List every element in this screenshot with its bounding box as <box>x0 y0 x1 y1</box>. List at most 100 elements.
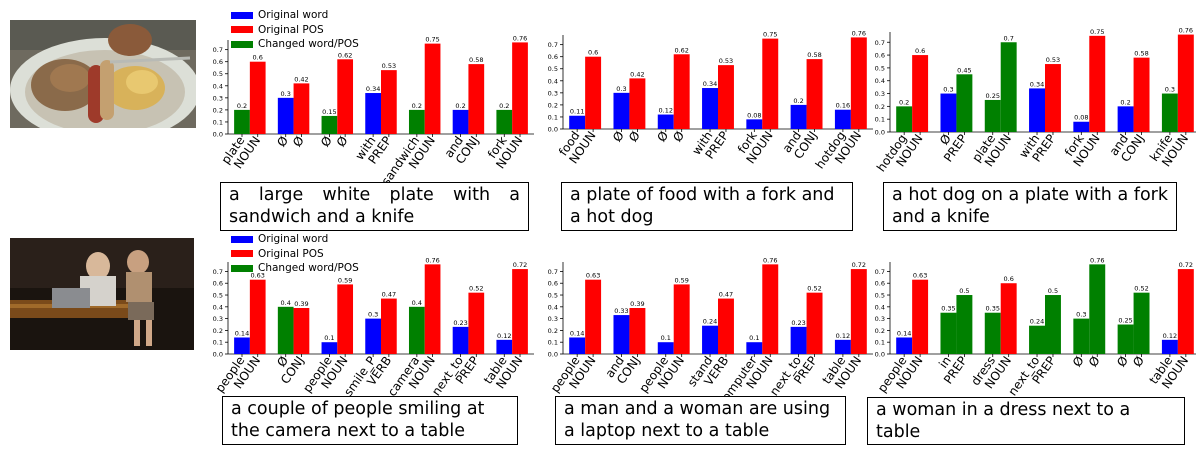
bar-word <box>702 88 718 129</box>
y-tick-label: 0.1 <box>213 339 223 347</box>
bar-pos <box>762 38 779 129</box>
y-tick-label: 0.7 <box>875 268 885 276</box>
data-label: 0.72 <box>1179 261 1193 269</box>
data-label: 0.6 <box>253 54 263 62</box>
y-tick-label: 0.1 <box>213 118 223 126</box>
bar-pos <box>912 279 929 354</box>
legend-item-original-word: Original word <box>231 232 359 247</box>
y-tick-label: 0.2 <box>548 101 558 109</box>
y-tick-label: 0.6 <box>875 280 885 288</box>
bar-word <box>365 318 381 354</box>
bar-word <box>408 109 425 134</box>
y-tick-label: 0.3 <box>213 94 223 102</box>
data-label: 0.2 <box>499 102 509 110</box>
bar-word <box>234 337 250 354</box>
y-tick-label: 0.6 <box>213 58 223 66</box>
y-tick-label: 0.1 <box>548 113 558 121</box>
y-tick-label: 0.7 <box>548 268 558 276</box>
data-label: 0.58 <box>469 56 483 64</box>
bar-word <box>746 342 763 354</box>
data-label: 0.75 <box>763 31 777 39</box>
data-label: 0.3 <box>281 90 291 98</box>
y-tick-label: 0.5 <box>875 292 885 300</box>
photo-people-table-image <box>10 238 194 350</box>
bar-pos <box>956 74 973 132</box>
bar-pos <box>381 70 397 134</box>
bar-pos <box>1000 283 1017 354</box>
data-label: 0.34 <box>366 85 380 93</box>
data-label: 0.3 <box>1165 86 1175 94</box>
data-label: 0.58 <box>807 51 821 59</box>
data-label: 0.1 <box>324 334 334 342</box>
bar-word <box>984 312 1001 354</box>
data-label: 0.1 <box>749 334 759 342</box>
bar-pos <box>718 298 734 354</box>
legend-swatch-green <box>231 264 253 272</box>
y-tick-label: 0.0 <box>213 131 223 139</box>
bar-pos <box>249 279 266 354</box>
data-label: 0.2 <box>237 102 247 110</box>
bar-word <box>408 306 425 354</box>
bar-pos <box>1089 35 1106 132</box>
x-tick-label: Ø <box>654 129 671 145</box>
data-label: 0.76 <box>1179 27 1193 35</box>
y-tick-label: 0.2 <box>875 103 885 111</box>
bar-word <box>321 115 338 134</box>
bar-pos <box>381 298 397 354</box>
data-label: 0.3 <box>616 85 626 93</box>
bar-pos <box>673 54 690 129</box>
bar-chart-4: 0.00.10.20.30.40.50.60.70.140.63peopleNO… <box>213 256 534 399</box>
bar-pos <box>850 269 867 354</box>
bar-word <box>1029 88 1045 132</box>
bar-pos <box>1045 295 1061 354</box>
bar-pos <box>1177 34 1194 132</box>
bar-pos <box>424 264 441 354</box>
data-label: 0.34 <box>1030 80 1044 88</box>
x-tick-label: Ø <box>290 134 307 150</box>
bar-chart-2: 0.00.10.20.30.40.50.60.70.110.6foodNOUN0… <box>548 29 873 171</box>
y-tick-label: 0.3 <box>875 315 885 323</box>
data-label: 0.52 <box>1134 285 1148 293</box>
legend-swatch-red <box>231 26 253 34</box>
y-tick-label: 0.1 <box>548 339 558 347</box>
data-label: 0.12 <box>836 332 850 340</box>
data-label: 0.35 <box>941 305 955 313</box>
bar-pos <box>293 83 310 134</box>
data-label: 0.2 <box>899 98 909 106</box>
data-label: 0.45 <box>957 66 971 74</box>
photo-plate-hotdog-image <box>10 20 196 128</box>
data-label: 0.3 <box>1076 311 1086 319</box>
data-label: 0.76 <box>852 29 866 37</box>
legend-label: Original POS <box>258 23 324 36</box>
caption-1: a large white plate with a sandwich and … <box>220 182 529 231</box>
data-label: 0.34 <box>703 80 717 88</box>
bar-word <box>984 99 1001 132</box>
data-label: 0.52 <box>807 285 821 293</box>
photo-people-table <box>10 238 194 350</box>
bar-chart-6: 0.00.10.20.30.40.50.60.70.140.63peopleNO… <box>875 256 1196 398</box>
data-label: 0.14 <box>235 329 249 337</box>
legend-swatch-blue <box>231 11 253 19</box>
data-label: 0.39 <box>294 300 308 308</box>
bar-word <box>1073 318 1090 354</box>
bar-chart-3: 0.00.10.20.30.40.50.60.70.20.6hotdogNOUN… <box>874 27 1196 174</box>
data-label: 0.2 <box>455 102 465 110</box>
y-tick-label: 0.0 <box>213 351 223 359</box>
data-label: 0.08 <box>747 111 761 119</box>
y-tick-label: 0.2 <box>213 327 223 335</box>
bar-pos <box>512 42 528 134</box>
bar-pos <box>806 59 823 129</box>
data-label: 0.14 <box>897 329 911 337</box>
legend-bottom: Original word Original POS Changed word/… <box>231 232 359 276</box>
data-label: 0.08 <box>1074 114 1088 122</box>
y-tick-label: 0.4 <box>213 303 223 311</box>
bar-pos <box>1177 269 1194 354</box>
data-label: 0.58 <box>1134 50 1148 58</box>
data-label: 0.23 <box>791 319 805 327</box>
y-tick-label: 0.0 <box>548 126 558 134</box>
y-tick-label: 0.4 <box>213 82 223 90</box>
bar-word <box>569 115 586 129</box>
data-label: 0.7 <box>1004 34 1014 42</box>
data-label: 0.5 <box>1048 287 1058 295</box>
data-label: 0.6 <box>1004 275 1014 283</box>
